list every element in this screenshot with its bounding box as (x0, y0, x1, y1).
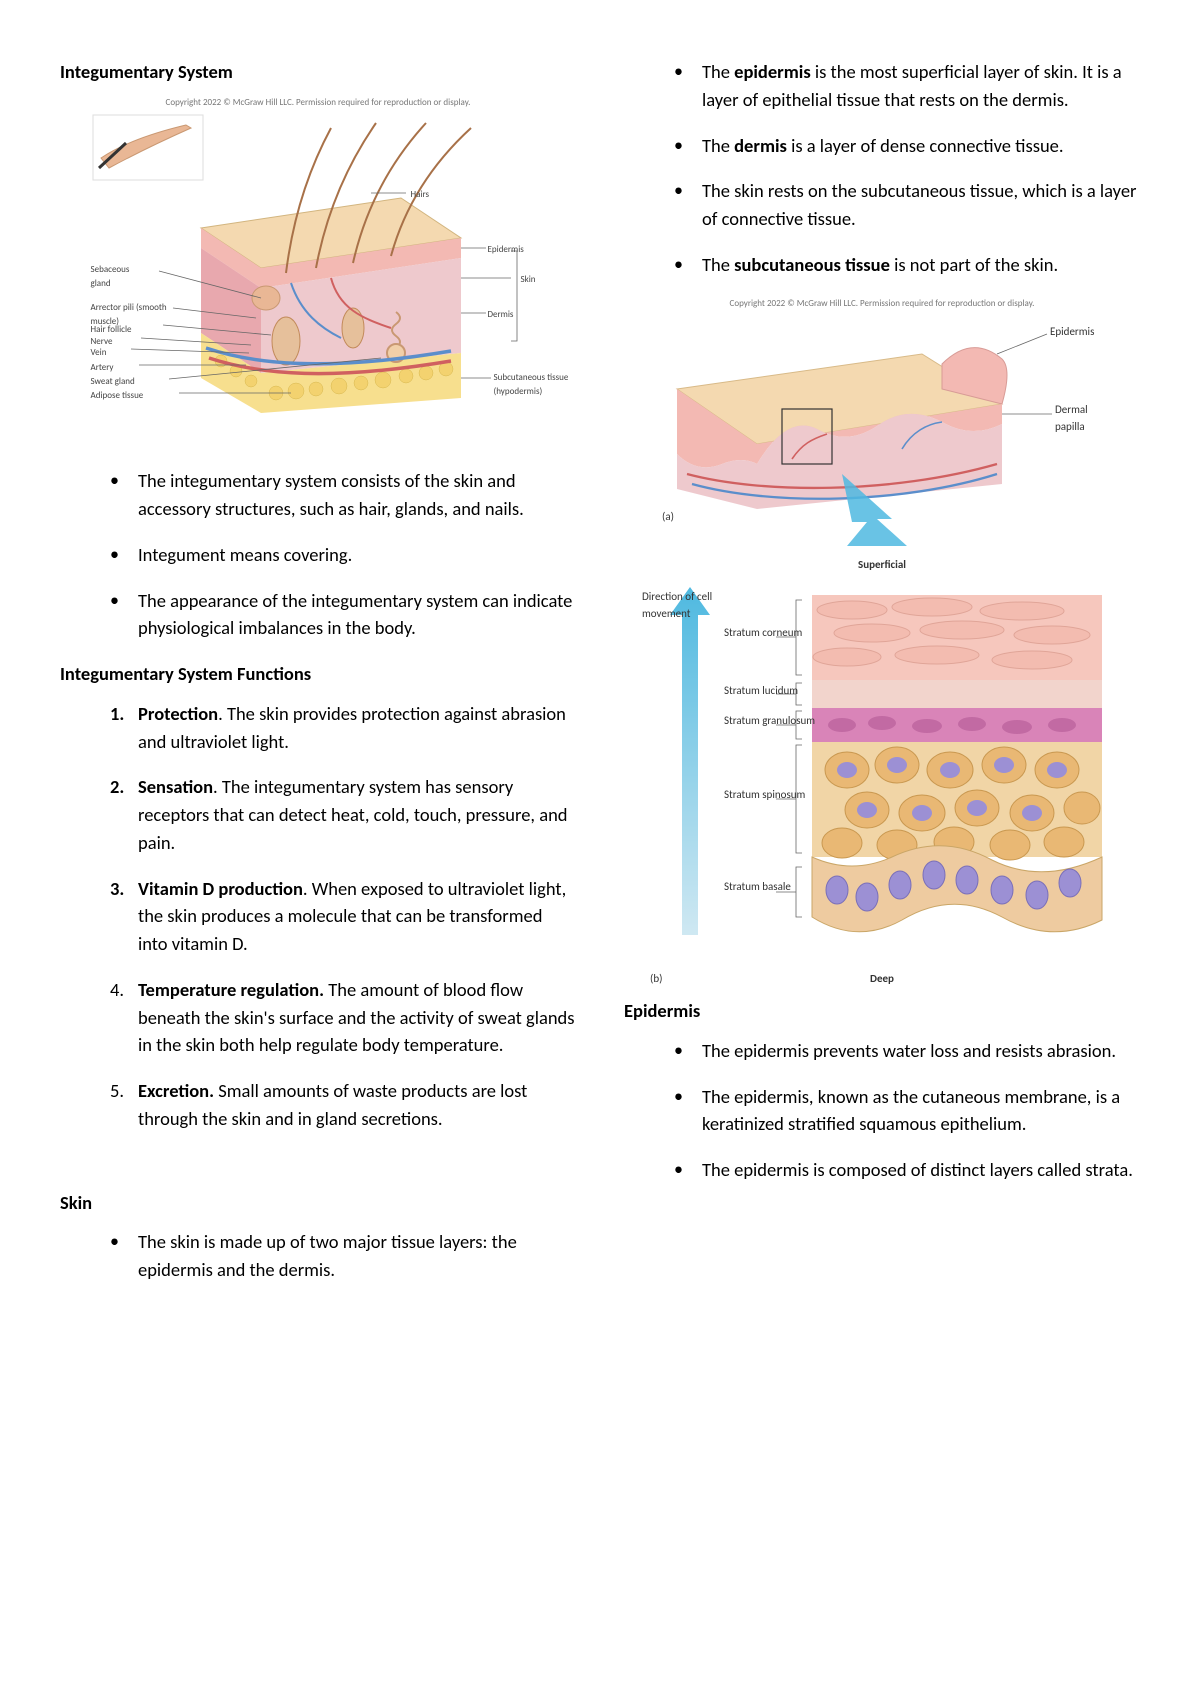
label-direction: Direction of cell movement (642, 589, 717, 622)
label-spinosum: Stratum spinosum (724, 787, 805, 804)
function-item: Protection. The skin provides protection… (110, 700, 576, 756)
copyright-fig2: Copyright 2022 © McGraw Hill LLC. Permis… (642, 297, 1122, 311)
text: is not part of the skin. (890, 253, 1058, 276)
title-integumentary: Integumentary System (60, 58, 576, 86)
label-hairs: Hairs (411, 188, 430, 202)
svg-fig2b (642, 575, 1122, 985)
intro-bullet: The integumentary system consists of the… (110, 467, 576, 523)
functions-list: Protection. The skin provides protection… (60, 700, 576, 1133)
function-lead: Vitamin D production (138, 877, 303, 900)
text: The (702, 60, 734, 83)
skin-bullet: The skin is made up of two major tissue … (110, 1228, 576, 1284)
copyright-fig1: Copyright 2022 © McGraw Hill LLC. Permis… (60, 96, 576, 110)
label-epidermis: Epidermis (488, 243, 524, 257)
function-item: Sensation. The integumentary system has … (110, 773, 576, 856)
label-lucidum: Stratum lucidum (724, 683, 798, 700)
label-dermis: Dermis (488, 308, 514, 322)
function-item: Excretion. Small amounts of waste produc… (110, 1077, 576, 1133)
label-basale: Stratum basale (724, 879, 791, 896)
page: Integumentary System Copyright 2022 © Mc… (60, 58, 1140, 1302)
figure-skin-cross-section: Copyright 2022 © McGraw Hill LLC. Permis… (60, 96, 576, 454)
title-skin: Skin (60, 1189, 576, 1217)
left-column: Integumentary System Copyright 2022 © Mc… (60, 58, 576, 1302)
skin-bullets: The skin is made up of two major tissue … (60, 1228, 576, 1284)
intro-bullet: The appearance of the integumentary syst… (110, 587, 576, 643)
right-column: The epidermis is the most superficial la… (624, 58, 1140, 1302)
label-b: (b) (650, 971, 662, 988)
label-subcutaneous: Subcutaneous tissue (hypodermis) (494, 371, 574, 398)
figure-epidermis-strata: Copyright 2022 © McGraw Hill LLC. Permis… (642, 297, 1122, 988)
function-item: Vitamin D production. When exposed to ul… (110, 875, 576, 958)
top-bullet: The skin rests on the subcutaneous tissu… (674, 177, 1140, 233)
title-epidermis: Epidermis (624, 997, 1140, 1025)
function-item: Temperature regulation. The amount of bl… (110, 976, 576, 1059)
title-functions: Integumentary System Functions (60, 660, 576, 688)
label-deep: Deep (642, 971, 1122, 988)
label-dermal-papilla: Dermal papilla (1055, 402, 1110, 435)
function-lead: Sensation (138, 775, 213, 798)
svg-fig2a (642, 314, 1122, 549)
label-corneum: Stratum corneum (724, 625, 802, 642)
top-bullet: The dermis is a layer of dense connectiv… (674, 132, 1140, 160)
label-skin: Skin (521, 273, 536, 287)
function-lead: Protection (138, 702, 218, 725)
epidermis-bullet: The epidermis, known as the cutaneous me… (674, 1083, 1140, 1139)
label-adipose: Adipose tissue (91, 389, 144, 403)
text: is a layer of dense connective tissue. (787, 134, 1064, 157)
top-bullet: The subcutaneous tissue is not part of t… (674, 251, 1140, 279)
function-lead: Temperature regulation. (138, 978, 324, 1001)
text: The (702, 253, 734, 276)
text-bold: subcutaneous tissue (734, 253, 890, 276)
label-sebaceous: Sebaceous gland (91, 263, 146, 290)
label-artery: Artery (91, 361, 114, 375)
top-bullet: The epidermis is the most superficial la… (674, 58, 1140, 114)
label-a: (a) (662, 509, 674, 526)
label-superficial: Superficial (642, 557, 1122, 574)
text-bold: epidermis (734, 60, 811, 83)
intro-bullet: Integument means covering. (110, 541, 576, 569)
text: The (702, 134, 734, 157)
function-lead: Excretion. (138, 1079, 214, 1102)
epidermis-bullet: The epidermis prevents water loss and re… (674, 1037, 1140, 1065)
label-sweat: Sweat gland (91, 375, 135, 389)
label-granulosum: Stratum granulosum (724, 713, 815, 730)
epidermis-bullets: The epidermis prevents water loss and re… (624, 1037, 1140, 1184)
text-bold: dermis (734, 134, 787, 157)
top-bullets: The epidermis is the most superficial la… (624, 58, 1140, 279)
label-epidermis-2a: Epidermis (1050, 324, 1094, 341)
intro-bullets: The integumentary system consists of the… (60, 467, 576, 642)
label-vein: Vein (91, 346, 107, 360)
svg-fig1 (91, 113, 546, 443)
epidermis-bullet: The epidermis is composed of distinct la… (674, 1156, 1140, 1184)
